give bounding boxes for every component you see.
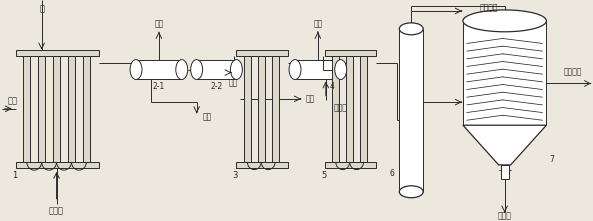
Bar (237, 162, 288, 168)
Bar (16, 50, 99, 56)
Ellipse shape (176, 60, 188, 80)
Text: 水: 水 (39, 4, 44, 13)
Ellipse shape (399, 23, 423, 35)
Ellipse shape (231, 60, 243, 80)
Text: 重组分: 重组分 (498, 211, 512, 220)
Bar (38, 56, 45, 162)
Text: 丙烯: 丙烯 (306, 94, 315, 103)
Text: 废气: 废气 (313, 19, 323, 28)
Text: 5: 5 (321, 171, 327, 180)
Ellipse shape (289, 60, 301, 80)
Text: 1: 1 (12, 171, 17, 180)
Text: 6: 6 (390, 169, 395, 178)
Bar (136, 60, 181, 80)
Text: 固渣: 固渣 (203, 113, 212, 122)
Bar (83, 56, 90, 162)
Bar (399, 29, 423, 192)
Bar (325, 162, 377, 168)
Polygon shape (463, 125, 546, 165)
Bar (244, 56, 251, 162)
Text: 皧化剂: 皧化剂 (334, 104, 347, 113)
Bar (500, 165, 509, 179)
Bar (325, 50, 377, 56)
Bar (360, 56, 367, 162)
Text: 皧化废水: 皧化废水 (564, 67, 582, 76)
Ellipse shape (130, 60, 142, 80)
Text: 2-2: 2-2 (211, 82, 222, 91)
Text: 7: 7 (549, 155, 554, 164)
Bar (16, 162, 99, 168)
Bar (68, 56, 75, 162)
Text: 碳酸钙: 碳酸钙 (49, 206, 64, 215)
Ellipse shape (191, 60, 203, 80)
Bar (53, 56, 60, 162)
Text: 2-1: 2-1 (153, 82, 165, 91)
Ellipse shape (399, 186, 423, 198)
Bar (295, 60, 341, 80)
Bar (237, 50, 288, 56)
Ellipse shape (335, 60, 347, 80)
Text: 废气: 废气 (154, 19, 164, 28)
Text: 3: 3 (232, 171, 238, 180)
Bar (332, 56, 339, 162)
Bar (346, 56, 353, 162)
Ellipse shape (463, 10, 546, 32)
Bar (23, 56, 30, 162)
Bar (258, 56, 264, 162)
Bar (463, 21, 546, 125)
Text: 环氧丙烷: 环氧丙烷 (480, 4, 498, 12)
Bar (272, 56, 279, 162)
Text: 氯气: 氯气 (8, 96, 18, 105)
Text: 4: 4 (329, 82, 334, 91)
Bar (197, 60, 237, 80)
Text: 丙烯: 丙烯 (228, 78, 238, 87)
